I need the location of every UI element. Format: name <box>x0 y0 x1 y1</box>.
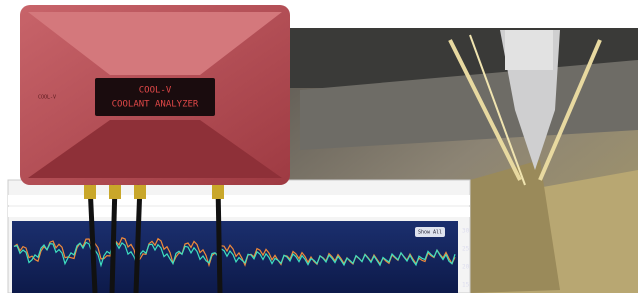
software-screenshot: Show All 30 25 20 15 <box>8 180 470 293</box>
axis-tick-label: 20 <box>462 264 470 271</box>
button-label[interactable]: Show All <box>418 230 442 236</box>
axis-tick-label: 30 <box>462 228 470 235</box>
display-text: COOL-V <box>139 86 172 96</box>
display-text: COOLANT ANALYZER <box>112 100 199 110</box>
axis-tick-label: 15 <box>462 282 470 289</box>
page: Show All 30 25 20 15 COOL-V COOLANT ANALYZE… <box>0 0 638 293</box>
axis-tick-label: 25 <box>462 246 470 253</box>
composite-image: Show All 30 25 20 15 COOL-V COOLANT ANALYZE… <box>0 0 638 293</box>
brand-label: COOL-V <box>38 95 56 101</box>
